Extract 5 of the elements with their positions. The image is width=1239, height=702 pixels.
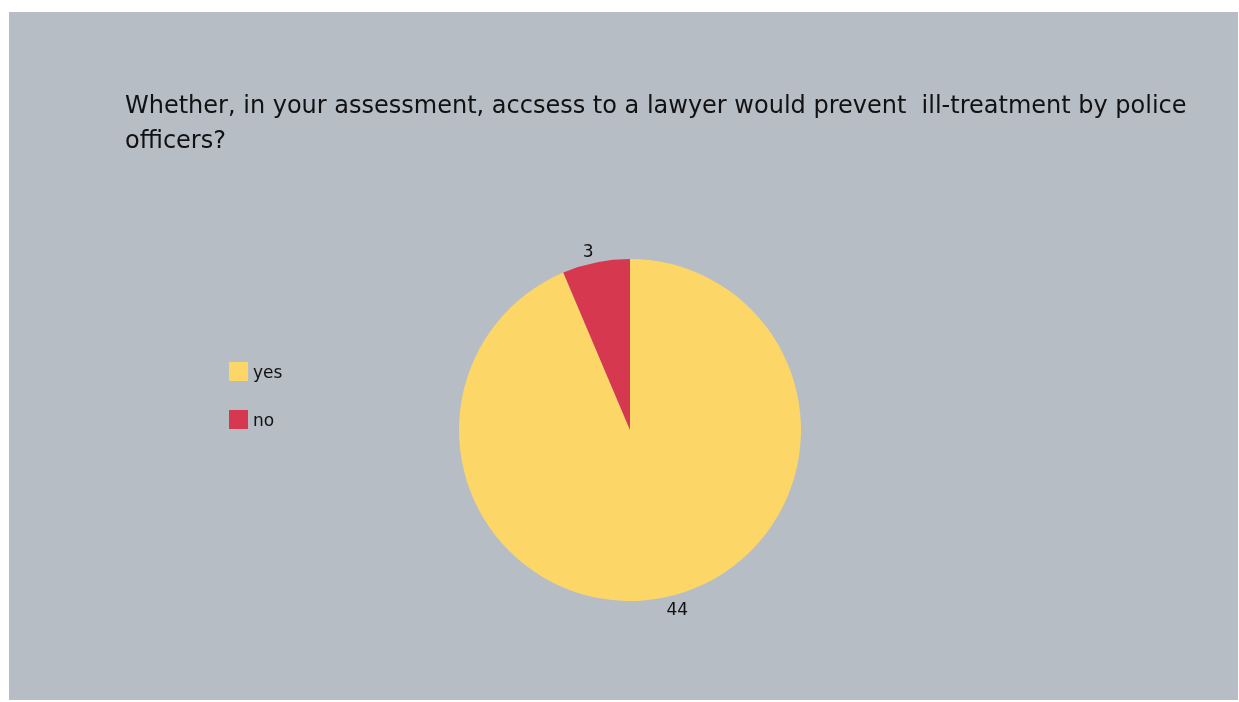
data-label: 3 xyxy=(582,240,594,261)
data-label: 44 xyxy=(666,599,689,620)
legend-label: yes xyxy=(253,361,283,382)
legend-label: no xyxy=(253,409,275,430)
chart-title: Whether, in your assessment, accsess to a lawyer would prevent ill-treatment by police officers? xyxy=(125,90,1195,154)
